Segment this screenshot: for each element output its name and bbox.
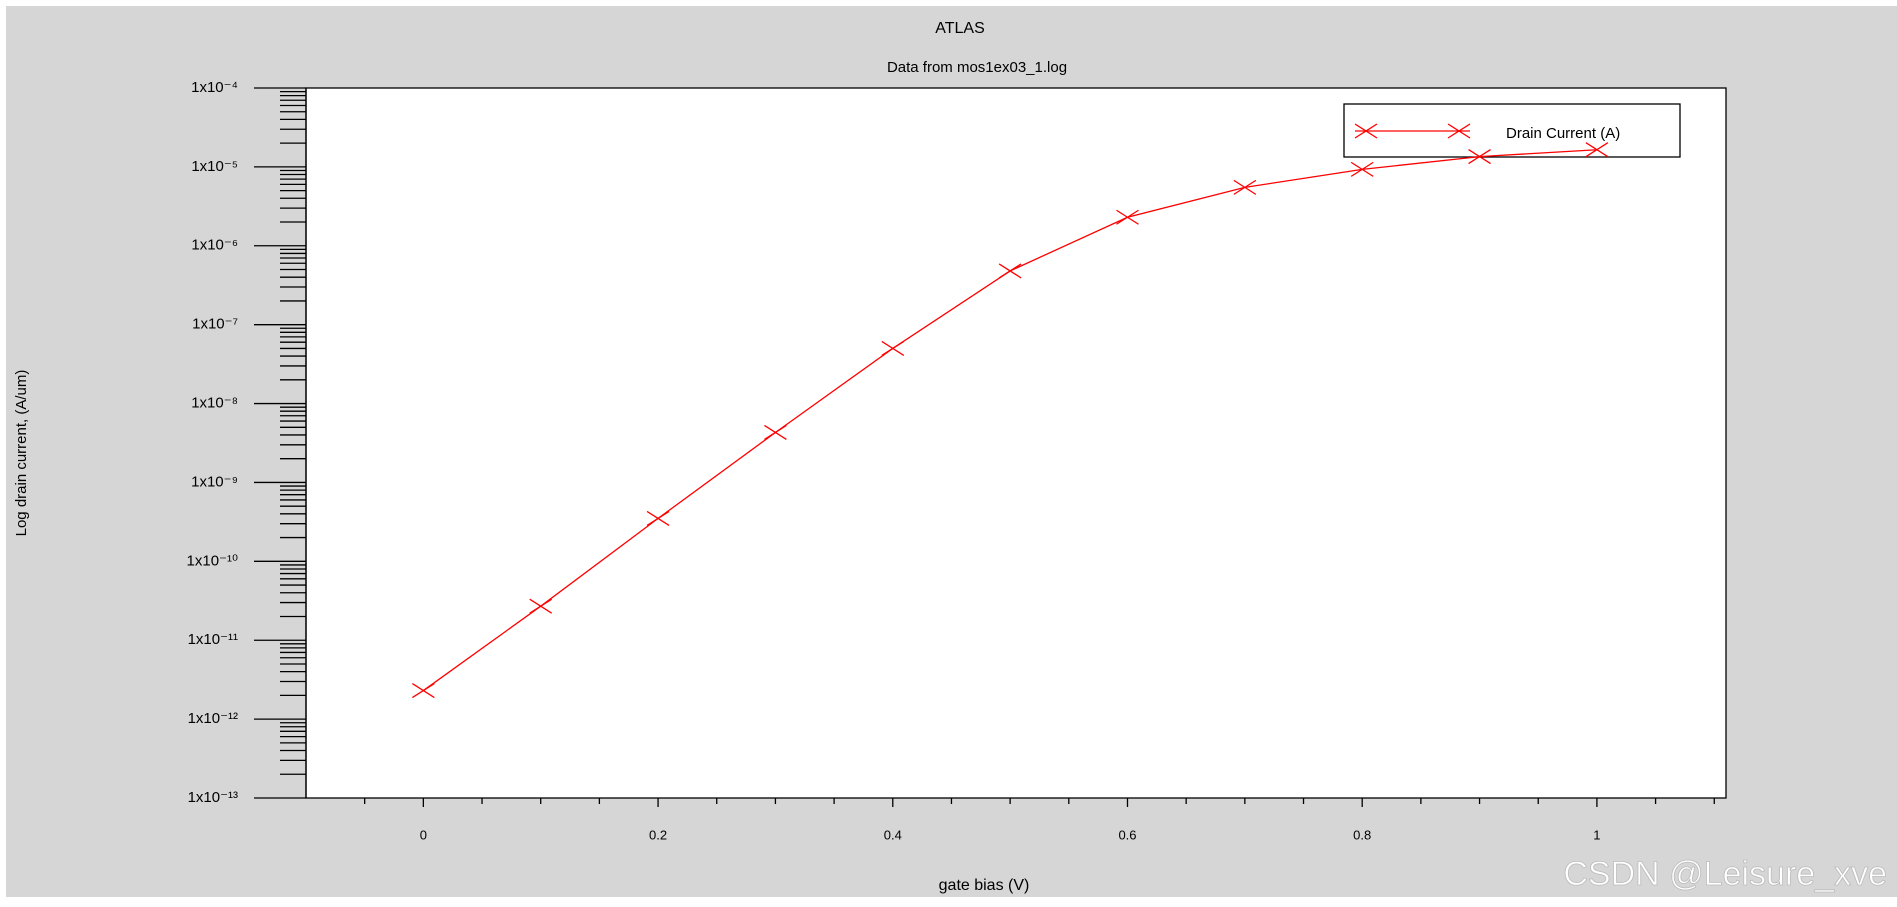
y-tick-label: 1x10⁻⁹ (191, 473, 238, 490)
chart-subtitle: Data from mos1ex03_1.log (887, 59, 1067, 76)
chart-title: ATLAS (935, 20, 985, 37)
legend-label: Drain Current (A) (1506, 125, 1620, 142)
data-marker (1468, 149, 1491, 165)
plot-area (305, 87, 1727, 799)
legend-marker (1447, 123, 1471, 139)
data-marker (412, 683, 435, 699)
y-tick-label: 1x10⁻⁸ (191, 395, 238, 412)
data-marker (529, 598, 553, 614)
y-tick-label: 1x10⁻⁴ (191, 79, 238, 96)
data-marker (1350, 161, 1374, 177)
y-tick-label: 1x10⁻⁷ (192, 316, 238, 333)
data-marker (764, 424, 787, 441)
y-tick-label: 1x10⁻⁶ (191, 237, 238, 254)
y-tick-label: 1x10⁻⁵ (191, 158, 238, 175)
x-tick-label: 0.8 (1353, 827, 1371, 842)
x-tick-label: 0 (420, 827, 427, 842)
y-tick-label: 1x10⁻¹³ (188, 789, 238, 806)
x-tick-label: 0.4 (884, 827, 902, 842)
data-marker (1585, 142, 1609, 158)
x-tick-label: 1 (1593, 827, 1600, 842)
y-axis-label: Log drain current, (A/um) (13, 370, 30, 537)
y-tick-label: 1x10⁻¹¹ (188, 631, 238, 648)
data-marker (998, 263, 1022, 279)
y-tick-label: 1x10⁻¹² (188, 710, 238, 727)
watermark: CSDN @Leisure_xve (1563, 855, 1887, 893)
legend-marker (1354, 123, 1378, 139)
data-marker (1233, 179, 1257, 195)
data-marker (881, 340, 905, 356)
y-tick-label: 1x10⁻¹⁰ (187, 552, 238, 569)
x-axis-label: gate bias (V) (939, 877, 1030, 894)
x-tick-label: 0.6 (1118, 827, 1136, 842)
data-marker (1116, 209, 1139, 225)
x-tick-label: 0.2 (649, 827, 667, 842)
data-marker (646, 510, 670, 526)
